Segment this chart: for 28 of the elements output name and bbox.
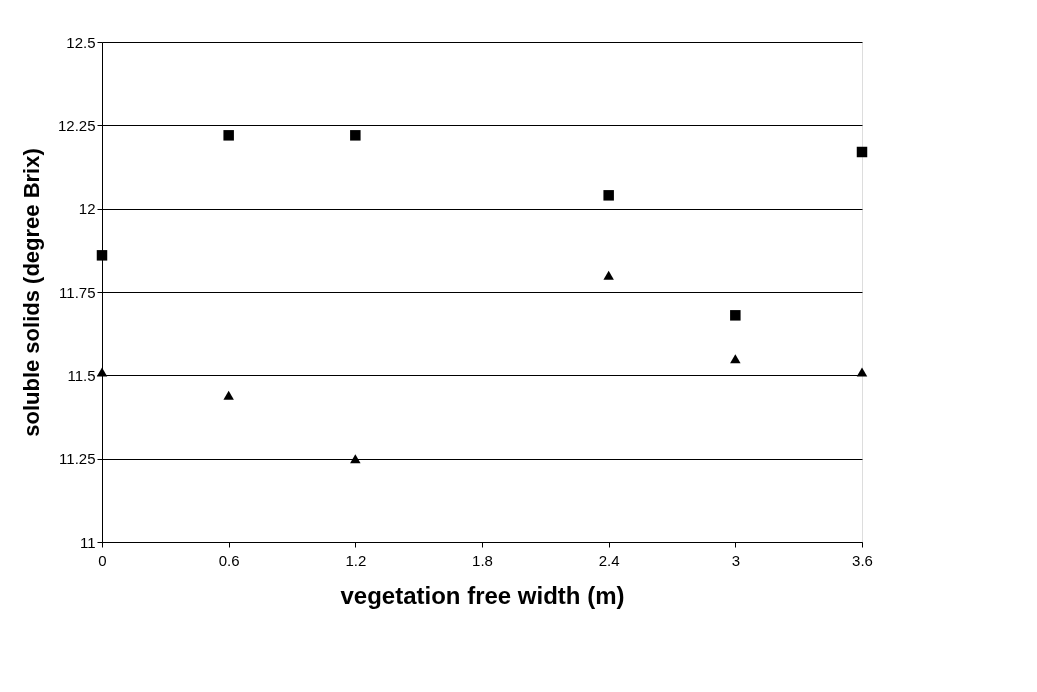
y-axis-title: soluble solids (degree Brix) [18,148,44,437]
point [223,130,234,141]
y-tick-label: 11.25 [59,450,96,468]
y-tick-label: 11 [79,533,96,551]
point [350,130,361,141]
point [96,250,108,261]
x-tick-label: 1.8 [472,551,493,569]
y-tick-label: 11.5 [67,366,96,384]
x-tick-label: 2.4 [598,551,620,569]
x-tick-label: 1.2 [345,551,367,569]
point [603,270,614,280]
point [350,454,361,464]
y-tick-label: 12.25 [57,116,96,134]
point [96,367,108,377]
x-tick-label: 0 [98,551,107,569]
point [856,146,868,158]
point [223,390,234,400]
x-tick-label: 3.6 [852,551,873,569]
x-tick-label: 3 [731,551,741,569]
point [730,354,741,364]
y-tick-label: 12 [78,200,96,218]
point [730,310,741,321]
point [603,190,614,201]
y-tick-label: 12.5 [66,33,96,51]
x-tick-label: 0.6 [218,551,240,569]
y-tick-label: 11.75 [59,283,96,301]
x-axis-title: vegetation free width (m) [340,581,625,609]
point [856,367,868,377]
